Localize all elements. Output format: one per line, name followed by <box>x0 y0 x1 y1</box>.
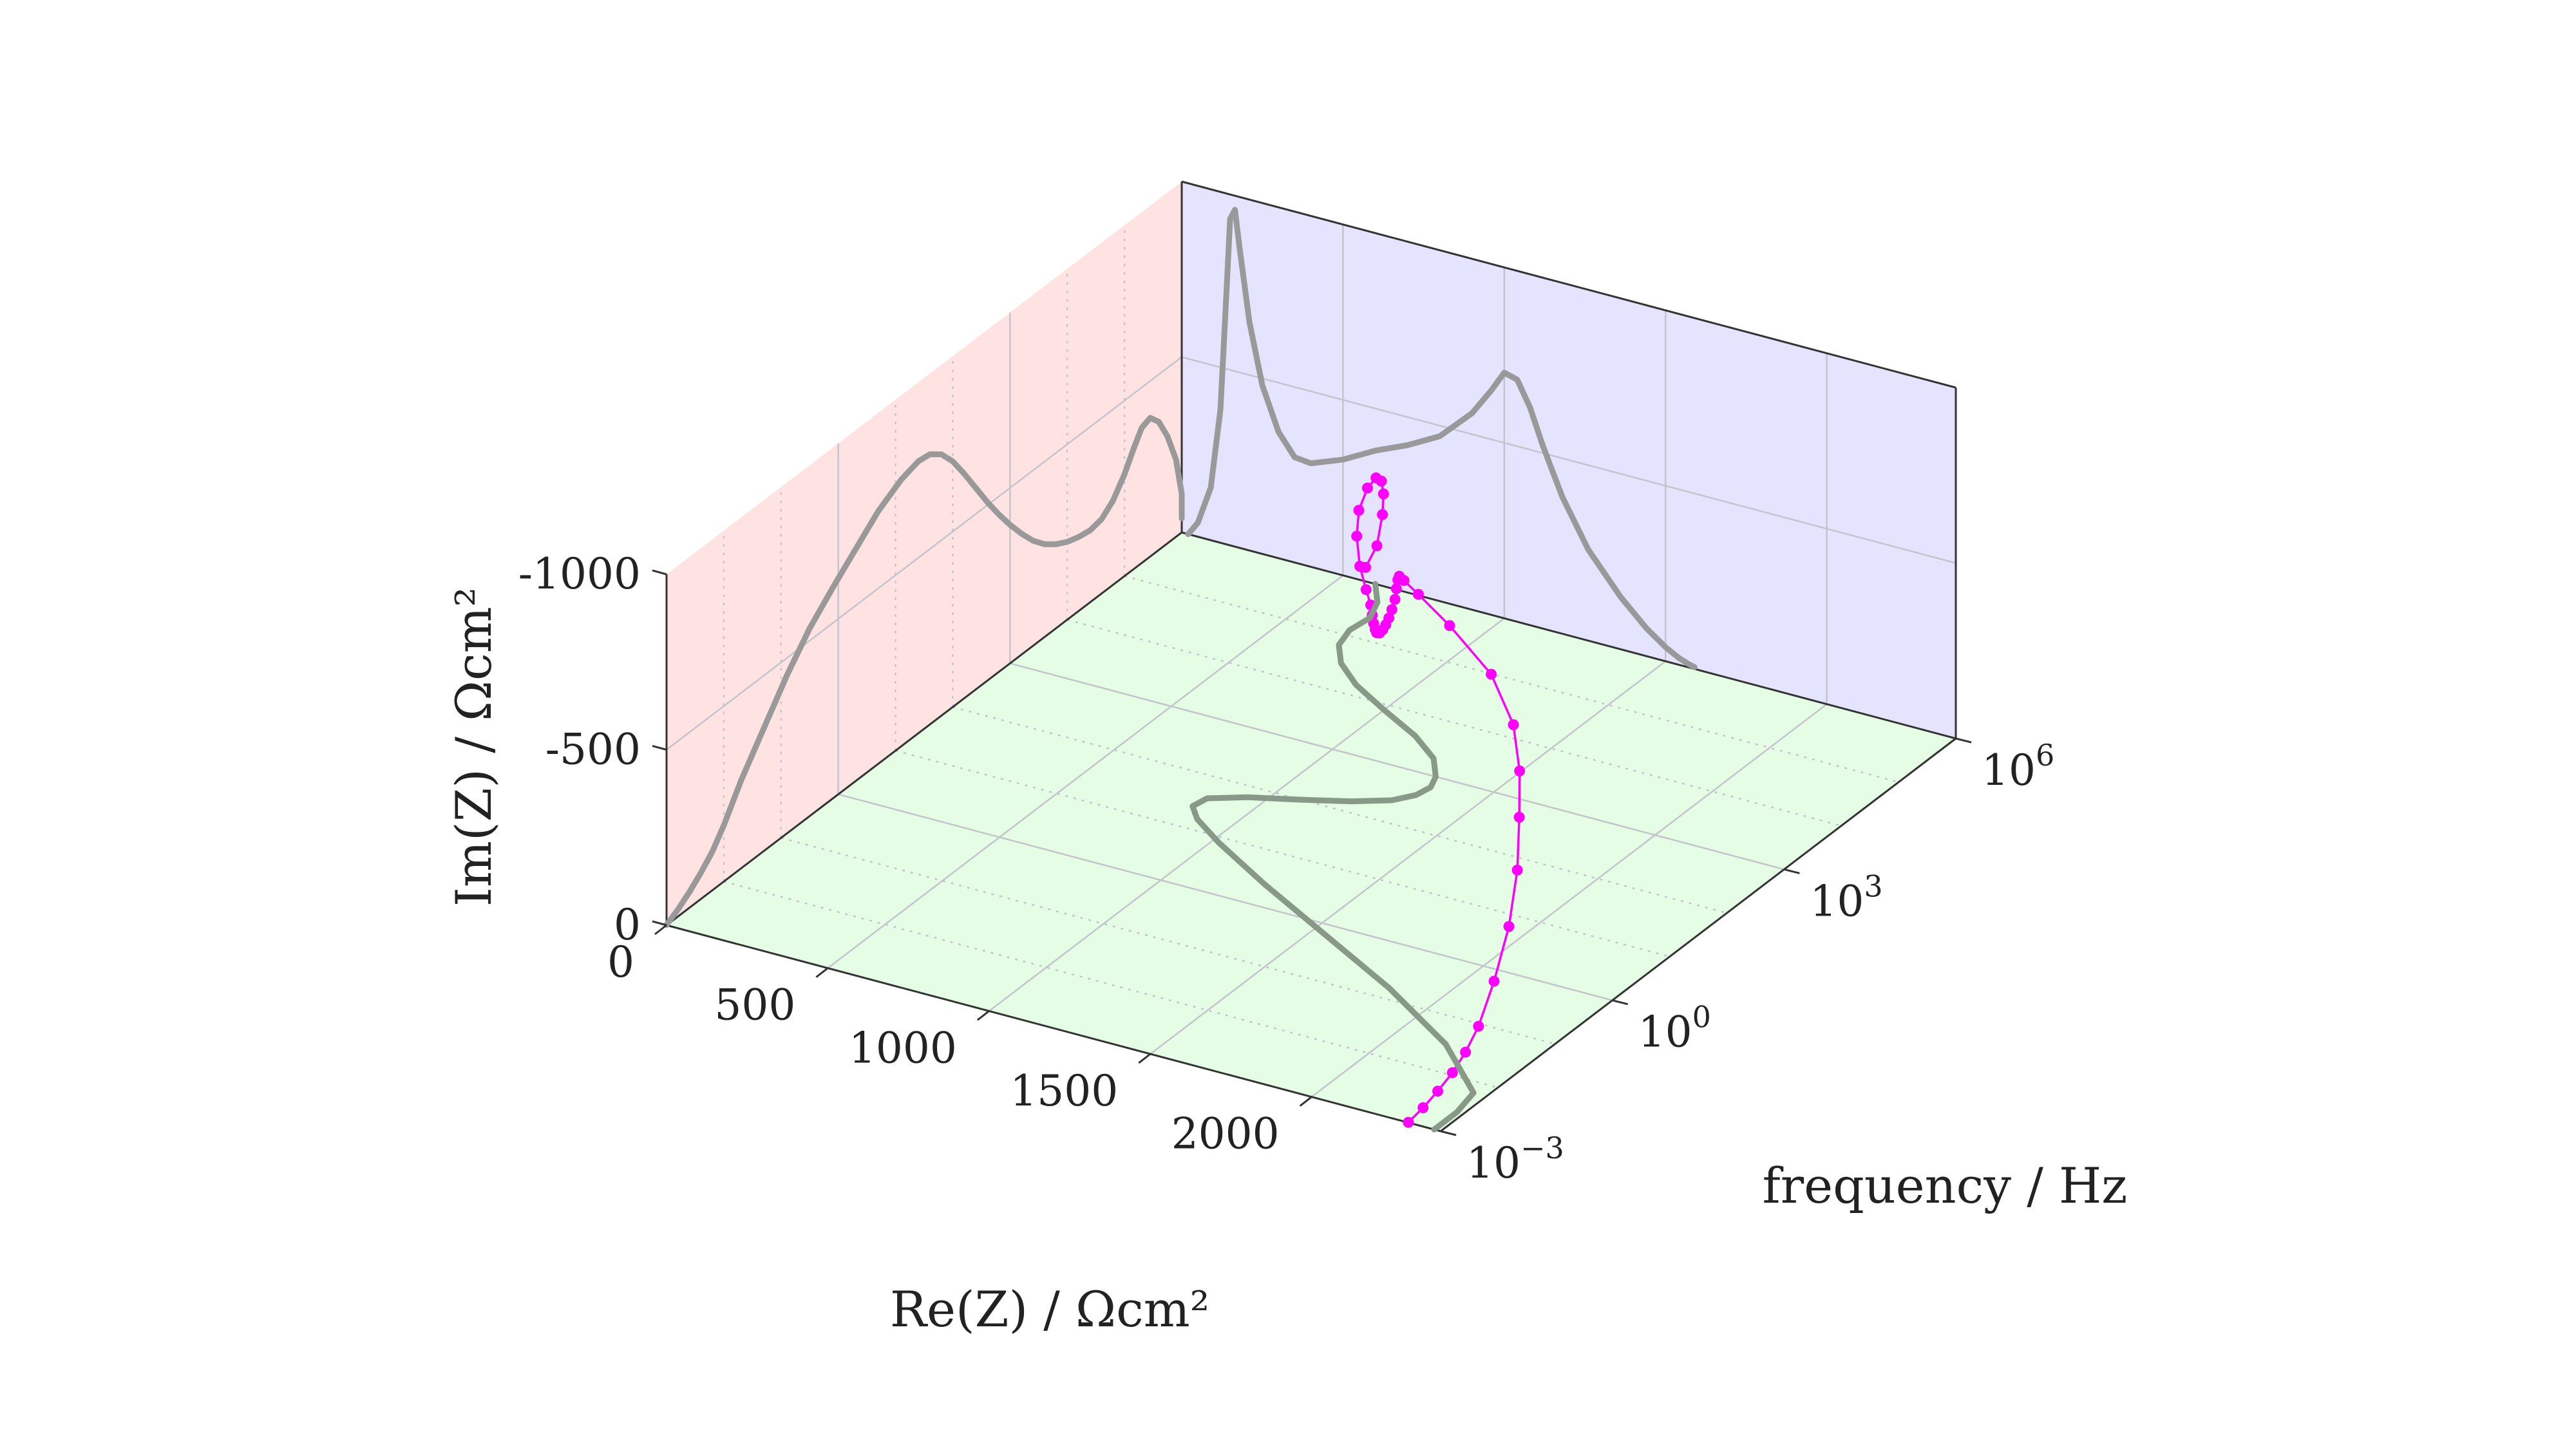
grid-side-im <box>666 356 1182 751</box>
data-point <box>1513 811 1525 823</box>
y-tick-label: 10−3 <box>1466 1131 1564 1188</box>
x-tick-mark <box>815 967 829 978</box>
y-tick-mark <box>1783 868 1800 874</box>
data-point <box>1377 509 1388 520</box>
series-line-projection-complex-plane <box>1185 207 1698 670</box>
data-point <box>1432 1086 1443 1097</box>
data-point <box>1488 975 1500 987</box>
data-point <box>1511 864 1523 876</box>
data-point <box>1508 719 1519 731</box>
grid-floor-re <box>989 617 1505 1012</box>
series-line-projection-bode <box>663 415 1185 928</box>
data-point <box>1361 482 1373 494</box>
y-tick-exponent: 0 <box>1692 1000 1711 1035</box>
data-point <box>1514 765 1526 776</box>
y-tick-label: 106 <box>1982 738 2054 795</box>
data-point <box>1392 574 1404 586</box>
data-point <box>1446 1067 1458 1078</box>
data-point <box>1412 588 1424 600</box>
z-tick-mark <box>652 745 667 751</box>
data-point <box>1390 583 1402 594</box>
z-tick-label: 0 <box>614 900 641 950</box>
y-tick-base: 10 <box>1466 1138 1520 1188</box>
y-tick-label: 103 <box>1810 869 1882 926</box>
data-point <box>1360 561 1371 573</box>
grid-floor-re <box>827 574 1344 969</box>
y-tick-mark <box>1440 1130 1457 1136</box>
data-point <box>1353 505 1365 516</box>
data-series <box>663 207 1698 1133</box>
floor-plane <box>667 532 1956 1131</box>
box-edge <box>1181 180 1956 389</box>
data-point <box>1460 1046 1472 1058</box>
grid-lines <box>666 224 1956 1098</box>
z-tick-mark <box>652 920 667 926</box>
y-tick-base: 10 <box>1810 876 1864 926</box>
data-point <box>1503 921 1515 932</box>
data-point <box>1376 475 1387 487</box>
data-point <box>1351 531 1363 542</box>
series-line-projection-re-vs-frequency <box>1189 581 1477 1133</box>
grid-floor-re <box>1311 703 1828 1098</box>
x-tick-label: 0 <box>607 937 634 987</box>
x-tick-label: 2000 <box>1171 1109 1280 1159</box>
data-point <box>1386 604 1397 616</box>
grid-floor-freq <box>1010 663 1785 870</box>
data-point <box>1403 1116 1414 1128</box>
box-edge <box>1181 531 1956 740</box>
z-tick-label: -1000 <box>518 549 641 599</box>
z-tick-mark <box>652 569 667 576</box>
x-axis-title: Re(Z) / Ωcm² <box>890 1281 1209 1338</box>
box-edge <box>666 531 1182 926</box>
x-tick-label: 1500 <box>1010 1066 1118 1116</box>
y-tick-exponent: 6 <box>2036 738 2054 773</box>
y-tick-mark <box>1612 999 1629 1006</box>
y-tick-exponent: −3 <box>1520 1131 1564 1165</box>
y-tick-base: 10 <box>1982 746 2036 795</box>
y-tick-exponent: 3 <box>1864 869 1882 903</box>
data-point <box>1473 1020 1484 1032</box>
x-tick-label: 500 <box>714 981 795 1030</box>
x-tick-mark <box>976 1010 990 1021</box>
x-tick-mark <box>1138 1053 1151 1064</box>
grid-back-im <box>1181 356 1956 564</box>
data-point <box>1486 668 1497 680</box>
x-tick-mark <box>654 924 667 936</box>
y-axis-title: frequency / Hz <box>1763 1157 2128 1214</box>
x-tick-label: 1000 <box>849 1023 957 1073</box>
y-tick-mark <box>1955 737 1972 744</box>
y-tick-label: 100 <box>1638 1000 1711 1057</box>
y-tick-base: 10 <box>1638 1008 1692 1057</box>
x-tick-mark <box>1299 1096 1312 1107</box>
data-point <box>1371 540 1383 552</box>
box-edges <box>665 180 1957 1133</box>
data-point <box>1378 488 1389 500</box>
grid-floor-re <box>1150 661 1667 1055</box>
box-edge <box>1440 737 1956 1133</box>
data-point <box>1360 584 1372 596</box>
grid-floor-freq <box>838 793 1613 1001</box>
z-axis-title: Im(Z) / Ωcm² <box>445 587 502 907</box>
data-point <box>1417 1102 1429 1113</box>
data-point <box>1444 620 1455 632</box>
data-point <box>1389 594 1401 605</box>
axes-walls <box>667 182 1956 1131</box>
z-tick-label: -500 <box>545 725 641 775</box>
